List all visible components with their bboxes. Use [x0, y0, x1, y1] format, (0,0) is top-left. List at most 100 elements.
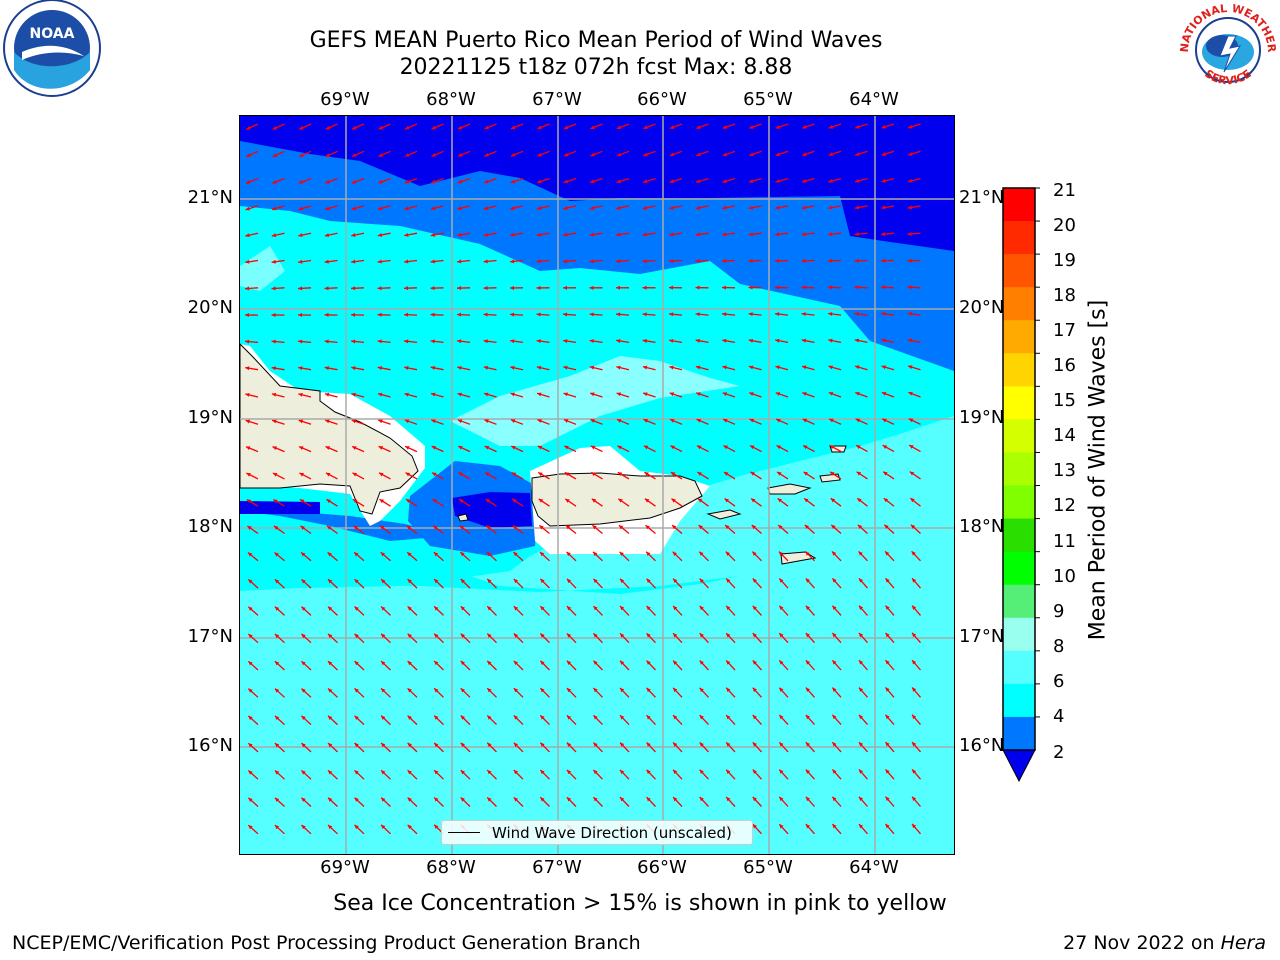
wave-arrow-head — [828, 365, 833, 370]
wave-arrow-head — [722, 392, 728, 396]
colorbar-segment — [1003, 683, 1035, 718]
wave-arrow-head — [404, 339, 409, 344]
wave-arrow-head — [619, 578, 625, 583]
wave-arrow-head — [646, 769, 651, 775]
wave-arrow-head — [298, 339, 303, 344]
hispaniola-land — [240, 343, 419, 515]
wave-arrow-head — [381, 579, 386, 584]
colorbar-tick: 12 — [1053, 495, 1076, 516]
wave-arrow-head — [457, 179, 463, 184]
wave-arrow-head — [643, 152, 648, 157]
wave-arrow-head — [672, 551, 677, 556]
wave-arrow-head — [513, 715, 519, 720]
wave-arrow-head — [643, 392, 648, 397]
wave-arrow-head — [301, 552, 306, 557]
wave-arrow-head — [805, 769, 810, 774]
wave-arrow-head — [590, 125, 595, 130]
wave-arrow-head — [669, 205, 674, 210]
colorbar — [1002, 187, 1040, 783]
wave-arrow-head — [805, 714, 810, 720]
wave-arrow-head — [618, 498, 623, 503]
wave-arrow-head — [245, 313, 250, 318]
wave-arrow-head — [404, 259, 409, 264]
wave-arrow-head — [298, 206, 303, 211]
wave-arrow-head — [407, 688, 412, 693]
wave-arrow-head — [271, 312, 276, 317]
wave-arrow-head — [457, 365, 462, 370]
wave-arrow-head — [432, 472, 437, 477]
wave-arrow-head — [381, 606, 386, 611]
lat-label-right: 18°N — [959, 516, 1005, 537]
lat-label-left: 16°N — [187, 735, 233, 756]
wave-arrow-head — [907, 232, 912, 237]
wave-arrow-head — [885, 742, 890, 747]
wave-arrow-head — [881, 178, 886, 183]
wave-arrow-head — [563, 232, 568, 237]
wave-arrow-head — [858, 605, 864, 610]
wave-arrow-head — [589, 365, 595, 370]
wave-arrow-head — [248, 688, 253, 693]
wave-arrow-head — [646, 687, 651, 693]
wave-arrow-head — [726, 633, 731, 638]
wave-arrow-head — [404, 179, 410, 184]
wave-arrow-head — [856, 445, 861, 449]
wave-arrow-head — [829, 418, 834, 423]
wave-arrow-head — [352, 125, 357, 130]
wave-arrow-head — [805, 824, 810, 829]
wave-arrow-head — [378, 419, 383, 424]
wave-arrow-head — [695, 285, 700, 290]
wave-arrow-head — [832, 824, 837, 829]
wave-arrow-head — [801, 312, 806, 317]
wave-arrow-head — [830, 471, 835, 476]
wave-arrow-head — [749, 418, 755, 423]
wave-arrow-head — [274, 797, 280, 802]
wave-arrow-head — [407, 824, 412, 830]
wave-arrow-head — [431, 152, 436, 157]
wave-arrow-head — [722, 152, 728, 157]
wave-arrow-head — [723, 445, 728, 450]
wave-arrow-head — [805, 742, 810, 747]
wave-arrow-head — [589, 339, 594, 344]
wave-arrow-head — [885, 660, 890, 665]
wave-arrow-head — [540, 688, 545, 693]
wave-arrow-head — [907, 258, 912, 263]
wave-arrow-head — [801, 338, 807, 343]
wave-arrow-head — [672, 525, 677, 530]
wave-arrow-head — [699, 742, 704, 747]
wave-arrow-head — [351, 233, 356, 237]
wave-arrow-head — [537, 419, 542, 423]
colorbar-segment — [1003, 221, 1035, 255]
wave-arrow-head — [726, 660, 731, 665]
wave-arrow-head — [752, 796, 757, 802]
wave-arrow-head — [298, 392, 303, 397]
wave-arrow-head — [460, 715, 465, 720]
wave-arrow-head — [832, 769, 837, 774]
wave-arrow-head — [699, 769, 704, 774]
wave-arrow-head — [566, 797, 572, 802]
wave-arrow-head — [751, 498, 756, 503]
wave-arrow-head — [325, 472, 331, 477]
wave-arrow-head — [805, 796, 810, 802]
wave-arrow-head — [775, 152, 781, 157]
wave-arrow-head — [642, 259, 647, 264]
wave-arrow-head — [407, 742, 412, 748]
wave-arrow-head — [907, 178, 913, 183]
wave-arrow-head — [272, 446, 277, 451]
wave-arrow-head — [536, 206, 542, 210]
wave-arrow-head — [430, 286, 435, 291]
wave-arrow-head — [669, 365, 674, 370]
wave-arrow-head — [805, 687, 810, 692]
wave-arrow-head — [537, 179, 542, 184]
wave-arrow-head — [858, 687, 864, 692]
wave-arrow-head — [271, 286, 276, 291]
wave-arrow-head — [829, 445, 835, 450]
wave-arrow-head — [301, 770, 306, 775]
wave-arrow-head — [407, 579, 412, 584]
wave-arrow-head — [673, 769, 678, 775]
wave-arrow-head — [752, 742, 757, 747]
wave-arrow-head — [802, 125, 807, 129]
wave-arrow-head — [484, 179, 489, 184]
wave-arrow-head — [407, 715, 412, 720]
wave-arrow-head — [563, 392, 568, 397]
wave-arrow-head — [563, 152, 569, 157]
